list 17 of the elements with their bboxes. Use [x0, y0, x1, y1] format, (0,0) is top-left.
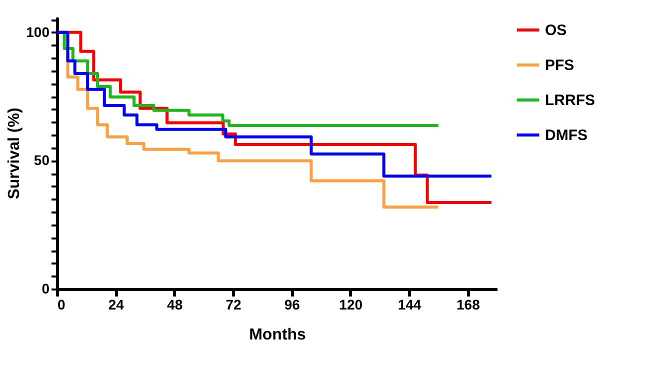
legend-label: LRRFS	[545, 92, 595, 109]
legend-label: PFS	[545, 57, 574, 74]
x-tick-label: 0	[58, 296, 66, 312]
legend-label: OS	[545, 22, 567, 39]
legend-label: DMFS	[545, 127, 588, 144]
x-tick-label: 48	[167, 296, 183, 312]
x-axis-title: Months	[249, 326, 306, 344]
y-axis-title: Survival (%)	[6, 108, 24, 200]
x-tick-label: 96	[284, 296, 300, 312]
x-tick-label: 24	[108, 296, 124, 312]
x-tick-label: 144	[398, 296, 422, 312]
y-tick-label: 100	[26, 24, 50, 40]
x-tick-label: 120	[339, 296, 363, 312]
y-tick-label: 50	[34, 152, 50, 168]
x-tick-label: 72	[226, 296, 242, 312]
y-tick-label: 0	[42, 280, 50, 296]
x-tick-label: 168	[456, 296, 480, 312]
